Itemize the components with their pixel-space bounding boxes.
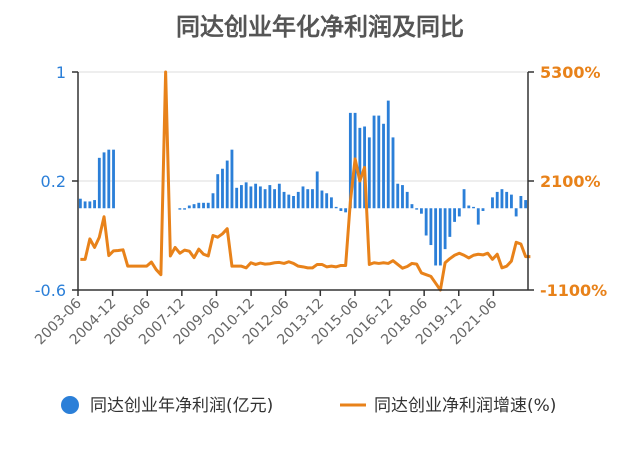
bar — [410, 204, 414, 209]
bar — [78, 198, 82, 209]
axes — [72, 71, 534, 296]
bar — [462, 189, 466, 209]
legend-bar-marker — [61, 396, 79, 414]
bar — [391, 137, 395, 209]
bar-series — [78, 100, 528, 266]
bar — [481, 208, 485, 211]
bar — [491, 197, 494, 209]
bar — [183, 208, 186, 210]
bar — [93, 200, 96, 209]
bar — [457, 208, 461, 217]
bar — [107, 149, 111, 209]
bar — [178, 208, 182, 210]
bar — [344, 208, 348, 213]
bar — [230, 149, 234, 209]
bar — [254, 183, 258, 209]
bar — [348, 112, 352, 209]
bar — [197, 202, 201, 209]
left-tick-label: 0.2 — [41, 172, 66, 191]
bar — [211, 193, 215, 209]
bar — [282, 191, 286, 209]
bar — [112, 149, 115, 209]
bar — [216, 174, 220, 209]
bar — [258, 186, 262, 209]
bar — [311, 189, 314, 209]
bar — [240, 185, 243, 209]
bar — [235, 187, 239, 209]
bar — [330, 197, 333, 209]
bar — [296, 191, 300, 209]
bar — [505, 191, 509, 209]
bar — [102, 152, 106, 209]
bar — [472, 206, 475, 209]
line-series — [80, 70, 531, 292]
bar — [476, 208, 480, 225]
growth-line — [80, 70, 531, 292]
bar — [306, 189, 310, 209]
bar — [225, 160, 229, 209]
bar — [206, 202, 210, 209]
legend-line-label: 同达创业净利润增速(%) — [374, 396, 556, 416]
bar — [339, 208, 343, 211]
bar — [273, 189, 276, 209]
bar — [268, 185, 272, 209]
legend: 同达创业年净利润(亿元) 同达创业净利润增速(%) — [61, 396, 556, 416]
bar — [519, 195, 523, 209]
bar — [192, 204, 196, 209]
bar — [334, 206, 338, 209]
grid — [78, 71, 528, 182]
bar — [429, 208, 433, 246]
right-tick-label: -1100% — [540, 281, 607, 300]
bar — [244, 182, 248, 209]
bar — [524, 200, 528, 209]
bar — [467, 205, 471, 209]
bar — [500, 189, 504, 209]
bar — [249, 186, 253, 209]
bar — [301, 186, 305, 209]
bar — [372, 115, 376, 209]
bar — [315, 171, 319, 209]
bar — [88, 201, 92, 209]
bar — [202, 202, 205, 209]
bar — [401, 185, 404, 209]
bar — [443, 208, 447, 250]
bar — [277, 183, 281, 209]
bar — [377, 115, 381, 209]
chart-title: 同达创业年化净利润及同比 — [176, 13, 464, 41]
bar — [263, 189, 267, 209]
bar — [438, 208, 442, 266]
bar — [367, 137, 371, 209]
bar — [386, 100, 390, 209]
bar — [420, 208, 423, 214]
bar — [453, 208, 456, 222]
bar — [405, 191, 409, 209]
bar — [382, 123, 385, 209]
right-tick-label: 5300% — [540, 63, 601, 82]
bar — [320, 190, 324, 209]
bar — [97, 157, 101, 209]
legend-bar-label: 同达创业年净利润(亿元) — [90, 396, 273, 416]
bar — [396, 183, 400, 209]
right-tick-label: 2100% — [540, 172, 601, 191]
bar — [448, 208, 452, 237]
bar — [510, 194, 513, 209]
bar — [83, 201, 87, 209]
bar — [495, 191, 499, 209]
bar — [514, 208, 518, 217]
bar — [221, 168, 224, 209]
bar — [424, 208, 428, 236]
bar — [358, 127, 362, 209]
bar — [187, 205, 191, 209]
bar — [415, 208, 419, 210]
bar — [292, 195, 295, 209]
left-tick-label: -0.6 — [35, 281, 66, 300]
bar — [325, 193, 329, 209]
left-tick-label: 1 — [56, 63, 66, 82]
bar — [434, 208, 438, 266]
bar — [287, 194, 291, 209]
